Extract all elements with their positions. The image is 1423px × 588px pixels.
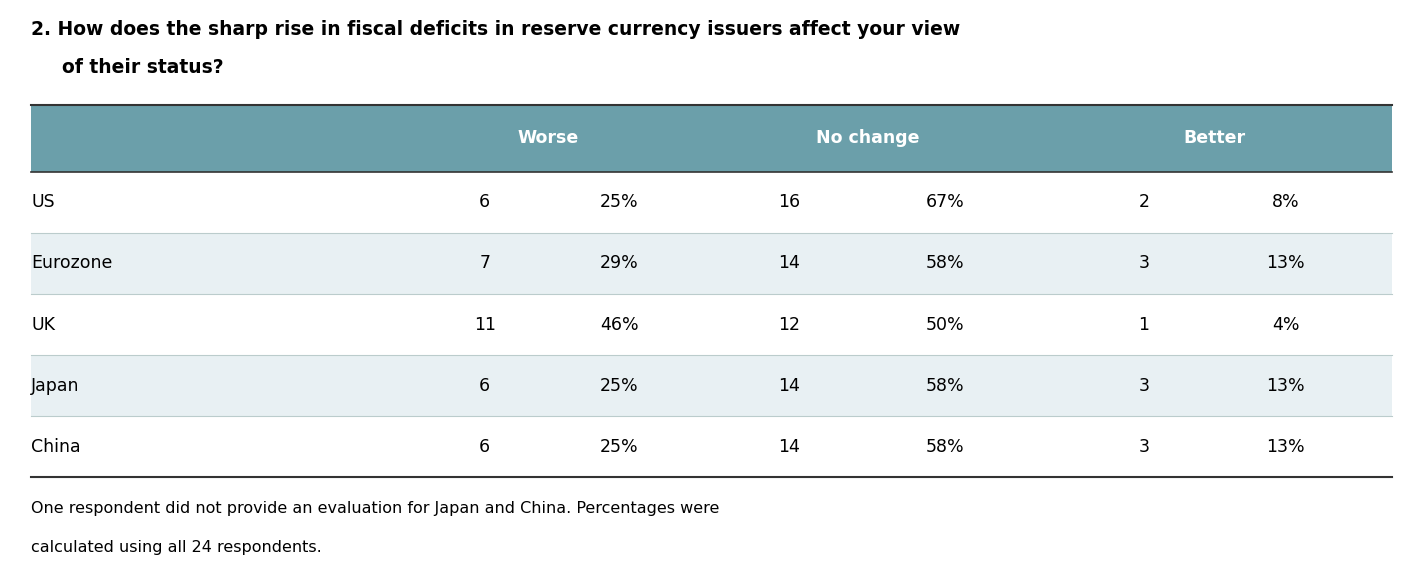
- Text: 50%: 50%: [926, 316, 965, 333]
- Text: 25%: 25%: [601, 438, 639, 456]
- Text: 67%: 67%: [926, 193, 965, 211]
- Text: 58%: 58%: [926, 255, 965, 272]
- Text: of their status?: of their status?: [63, 58, 223, 77]
- Text: Worse: Worse: [518, 129, 579, 147]
- Text: 58%: 58%: [926, 377, 965, 395]
- Text: 13%: 13%: [1266, 255, 1305, 272]
- Text: 3: 3: [1138, 377, 1150, 395]
- Text: Eurozone: Eurozone: [31, 255, 112, 272]
- Text: 29%: 29%: [601, 255, 639, 272]
- Text: 14: 14: [778, 377, 800, 395]
- Text: 3: 3: [1138, 438, 1150, 456]
- Text: UK: UK: [31, 316, 55, 333]
- Text: 11: 11: [474, 316, 495, 333]
- Text: One respondent did not provide an evaluation for Japan and China. Percentages we: One respondent did not provide an evalua…: [31, 501, 720, 516]
- Text: 14: 14: [778, 438, 800, 456]
- Text: 12: 12: [778, 316, 801, 333]
- Text: 46%: 46%: [601, 316, 639, 333]
- Bar: [31, 172, 1392, 233]
- Text: 25%: 25%: [601, 193, 639, 211]
- Text: 25%: 25%: [601, 377, 639, 395]
- Text: US: US: [31, 193, 54, 211]
- Text: 16: 16: [778, 193, 801, 211]
- Text: 13%: 13%: [1266, 377, 1305, 395]
- Text: 4%: 4%: [1272, 316, 1299, 333]
- Text: 1: 1: [1138, 316, 1150, 333]
- Bar: [31, 294, 1392, 355]
- Text: 3: 3: [1138, 255, 1150, 272]
- Text: 2: 2: [1138, 193, 1150, 211]
- Text: calculated using all 24 respondents.: calculated using all 24 respondents.: [31, 540, 322, 556]
- Text: No change: No change: [815, 129, 919, 147]
- Text: 2. How does the sharp rise in fiscal deficits in reserve currency issuers affect: 2. How does the sharp rise in fiscal def…: [31, 20, 961, 39]
- Text: China: China: [31, 438, 81, 456]
- Text: 13%: 13%: [1266, 438, 1305, 456]
- Text: Better: Better: [1184, 129, 1245, 147]
- Bar: [31, 355, 1392, 416]
- Text: 6: 6: [480, 438, 491, 456]
- Bar: [31, 105, 1392, 172]
- Bar: [31, 416, 1392, 477]
- Text: 6: 6: [480, 377, 491, 395]
- Text: 7: 7: [480, 255, 490, 272]
- Bar: [31, 233, 1392, 294]
- Text: 58%: 58%: [926, 438, 965, 456]
- Text: Japan: Japan: [31, 377, 80, 395]
- Text: 8%: 8%: [1272, 193, 1299, 211]
- Text: 6: 6: [480, 193, 491, 211]
- Text: 14: 14: [778, 255, 800, 272]
